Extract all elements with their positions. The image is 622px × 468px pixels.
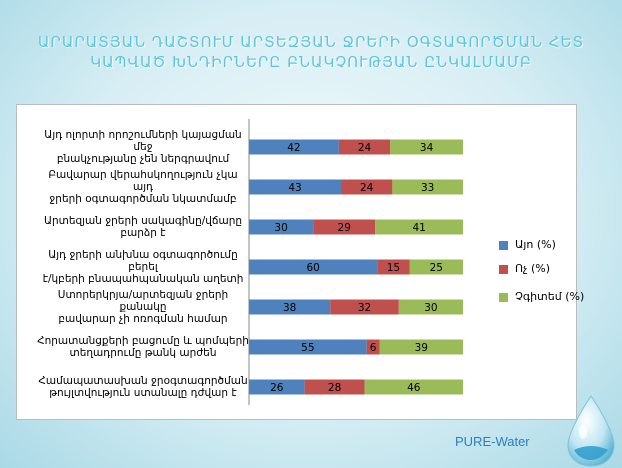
data-label: 26 bbox=[270, 382, 284, 394]
data-label: 32 bbox=[358, 302, 371, 314]
data-label: 41 bbox=[412, 222, 425, 234]
data-label: 24 bbox=[358, 142, 372, 154]
bar-segment bbox=[249, 299, 331, 315]
data-label: 34 bbox=[420, 142, 434, 154]
bar-segment bbox=[313, 219, 376, 235]
bar-segment bbox=[366, 339, 380, 355]
bar-segment bbox=[338, 139, 391, 155]
category-label-line: Համապատասխան ջրօգտագործման bbox=[38, 375, 248, 387]
category-label: Այդ ջրերի անխնա օգտագործումը բերել է/կբեր… bbox=[37, 249, 249, 285]
data-label: 46 bbox=[407, 382, 421, 394]
brand-label: PURE-Water bbox=[455, 434, 530, 449]
category-label-line: բարձր է bbox=[120, 227, 166, 239]
bar-segment bbox=[377, 259, 410, 275]
legend-label: Չգիտեմ (%) bbox=[515, 290, 585, 303]
bar-segment bbox=[249, 259, 378, 275]
data-label: 39 bbox=[415, 342, 428, 354]
legend-label: Այո (%) bbox=[515, 238, 556, 251]
category-label-line: տեղադրումը թանկ արժեն bbox=[69, 347, 217, 359]
bar-segment bbox=[249, 339, 367, 355]
category-label: Հորատանցքերի բացումը և պոմպերի տեղադրումը… bbox=[37, 335, 249, 359]
category-label: Արտեզյան ջրերի սակագինը/վճարը բարձր է bbox=[37, 215, 249, 239]
water-drop-icon bbox=[567, 395, 615, 467]
data-label: 15 bbox=[387, 262, 400, 274]
data-label: 43 bbox=[288, 182, 301, 194]
data-label: 60 bbox=[307, 262, 320, 274]
bar-segment bbox=[390, 139, 463, 155]
data-label: 30 bbox=[274, 222, 287, 234]
bar-segment bbox=[392, 179, 463, 195]
bar-segment bbox=[304, 379, 365, 395]
data-label: 28 bbox=[328, 382, 341, 394]
bar-segment bbox=[375, 219, 463, 235]
legend-swatch bbox=[499, 265, 508, 274]
legend-swatch bbox=[499, 241, 508, 250]
legend-item: Չգիտեմ (%) bbox=[499, 290, 619, 304]
category-label-line: Այդ ջրերի անխնա օգտագործումը բերել bbox=[48, 249, 238, 273]
category-label-line: է/կբերի բնապահպանական աղետի bbox=[42, 273, 244, 285]
data-label: 25 bbox=[430, 262, 443, 274]
data-label: 33 bbox=[421, 182, 434, 194]
category-label-line: բավարար չի ոռոգման համար bbox=[58, 313, 228, 325]
category-label-line: թույլտվություն ստանալը դժվար է bbox=[49, 387, 237, 399]
category-label-line: ջրերի օգտագործման նկատմամբ bbox=[49, 193, 237, 205]
bar-segment bbox=[249, 179, 342, 195]
category-label: Ստորերկրյա/արտեզյան ջրերի քանակը բավարար … bbox=[37, 289, 249, 325]
bar-segment bbox=[249, 139, 339, 155]
bar-segment bbox=[409, 259, 463, 275]
bar-segment bbox=[249, 379, 305, 395]
data-label: 38 bbox=[283, 302, 296, 314]
legend-item: Այո (%) bbox=[499, 238, 619, 252]
category-label-line: բնակչությանը չեն ներգրավում bbox=[56, 153, 230, 165]
bar-segment bbox=[341, 179, 393, 195]
bar-segment bbox=[330, 299, 399, 315]
legend-swatch bbox=[499, 293, 508, 302]
category-label-line: Բավարար վերահսկողություն չկա այդ bbox=[48, 169, 238, 193]
legend-label: Ոչ (%) bbox=[515, 262, 551, 275]
chart-title-line-1: ԱՐԱՐԱՏՅԱՆ ԴԱՇՏՈՒՄ ԱՐՏԵԶՅԱՆ ՋՐԵՐԻ ՕԳՏԱԳՈՐ… bbox=[37, 33, 585, 51]
category-label-line: Հորատանցքերի բացումը և պոմպերի bbox=[37, 335, 249, 347]
data-label: 42 bbox=[287, 142, 300, 154]
bar-segment bbox=[398, 299, 463, 315]
category-label-line: Արտեզյան ջրերի սակագինը/վճարը bbox=[43, 215, 243, 227]
category-label: Համապատասխան ջրօգտագործման թույլտվություն… bbox=[37, 375, 249, 399]
data-label: 30 bbox=[424, 302, 437, 314]
legend-item: Ոչ (%) bbox=[499, 262, 619, 276]
bar-segment bbox=[364, 379, 463, 395]
data-label: 6 bbox=[370, 342, 377, 354]
category-label: Այդ ոլորտի որոշումների կայացման մեջ բնակչ… bbox=[37, 129, 249, 165]
bar-segment bbox=[379, 339, 463, 355]
data-label: 29 bbox=[338, 222, 351, 234]
bar-segment bbox=[249, 219, 314, 235]
category-label: Բավարար վերահսկողություն չկա այդ ջրերի օգ… bbox=[37, 169, 249, 205]
chart-panel: 42 24 34 43 24 33 30 29 41 60 15 25 38 32 30 55 6 39 26 28 4… bbox=[16, 104, 584, 420]
chart-title-line-2: ԿԱՊՎԱԾ ԽՆԴԻՐՆԵՐԸ ԲՆԱԿՉՈՒԹՅԱՆ ԸՆԿԱԼՄԱՄԲ bbox=[90, 53, 532, 71]
stacked-bar-chart: 42 24 34 43 24 33 30 29 41 60 15 25 38 32 30 55 6 39 26 28 4… bbox=[248, 119, 463, 405]
category-label-line: Այդ ոլորտի որոշումների կայացման մեջ bbox=[44, 129, 242, 153]
data-label: 55 bbox=[301, 342, 314, 354]
category-label-line: Ստորերկրյա/արտեզյան ջրերի քանակը bbox=[57, 289, 229, 313]
data-label: 24 bbox=[360, 182, 374, 194]
